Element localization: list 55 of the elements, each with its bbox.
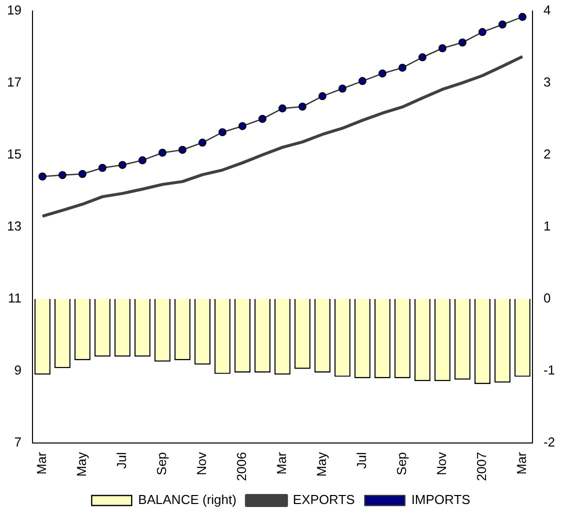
x-tick-label: Jul — [354, 452, 370, 469]
point — [438, 44, 446, 52]
legend-label: IMPORTS — [411, 492, 471, 508]
y-tick-label: 11 — [8, 290, 22, 306]
point — [518, 12, 526, 21]
point — [318, 92, 326, 100]
legend-label: EXPORTS — [292, 492, 356, 508]
point — [158, 148, 166, 157]
point — [298, 102, 306, 111]
x-tick-label: Sep — [154, 452, 170, 476]
point — [418, 53, 426, 62]
y2-tick-label: -2 — [543, 434, 556, 450]
y2-tick-label: 2 — [543, 146, 551, 162]
x-tick-label: Nov — [194, 452, 210, 476]
x-tick-label: Mar — [34, 451, 50, 474]
y-tick-label: 19 — [6, 2, 22, 18]
point — [78, 170, 86, 178]
point — [378, 69, 386, 78]
point — [178, 146, 186, 154]
x-tick-label: Jul — [114, 452, 130, 469]
point — [238, 122, 246, 130]
x-tick-label: Sep — [394, 452, 410, 476]
point — [98, 164, 106, 172]
point — [38, 172, 46, 181]
y2-tick-label: 0 — [543, 290, 551, 306]
x-tick-label: May — [314, 452, 330, 477]
x-tick-label: 2006 — [234, 452, 250, 481]
y2-tick-label: 3 — [543, 74, 551, 90]
point — [138, 156, 146, 164]
point — [218, 128, 226, 136]
y-tick-label: 7 — [14, 434, 22, 450]
x-tick-label: Mar — [274, 451, 290, 474]
point — [498, 20, 506, 28]
point — [58, 171, 66, 180]
point — [278, 104, 286, 112]
point — [258, 114, 266, 123]
y-tick-label: 17 — [6, 74, 22, 90]
x-tick-label: May — [74, 452, 90, 477]
point — [118, 160, 126, 169]
point — [338, 84, 346, 93]
point — [398, 64, 406, 72]
y2-tick-label: 1 — [543, 218, 551, 234]
point — [458, 38, 466, 46]
x-tick-label: Mar — [514, 451, 530, 474]
point — [198, 138, 206, 147]
point — [358, 77, 366, 86]
y2-tick-label: -1 — [543, 362, 556, 378]
y2-tick-label: 4 — [543, 2, 551, 18]
y-tick-label: 13 — [6, 218, 22, 234]
x-tick-label: 2007 — [474, 452, 490, 481]
y-tick-label: 9 — [14, 362, 22, 378]
legend-label: BALANCE (right) — [138, 492, 236, 508]
point — [478, 28, 486, 36]
y-tick-label: 15 — [6, 146, 22, 162]
x-tick-label: Nov — [434, 452, 450, 476]
